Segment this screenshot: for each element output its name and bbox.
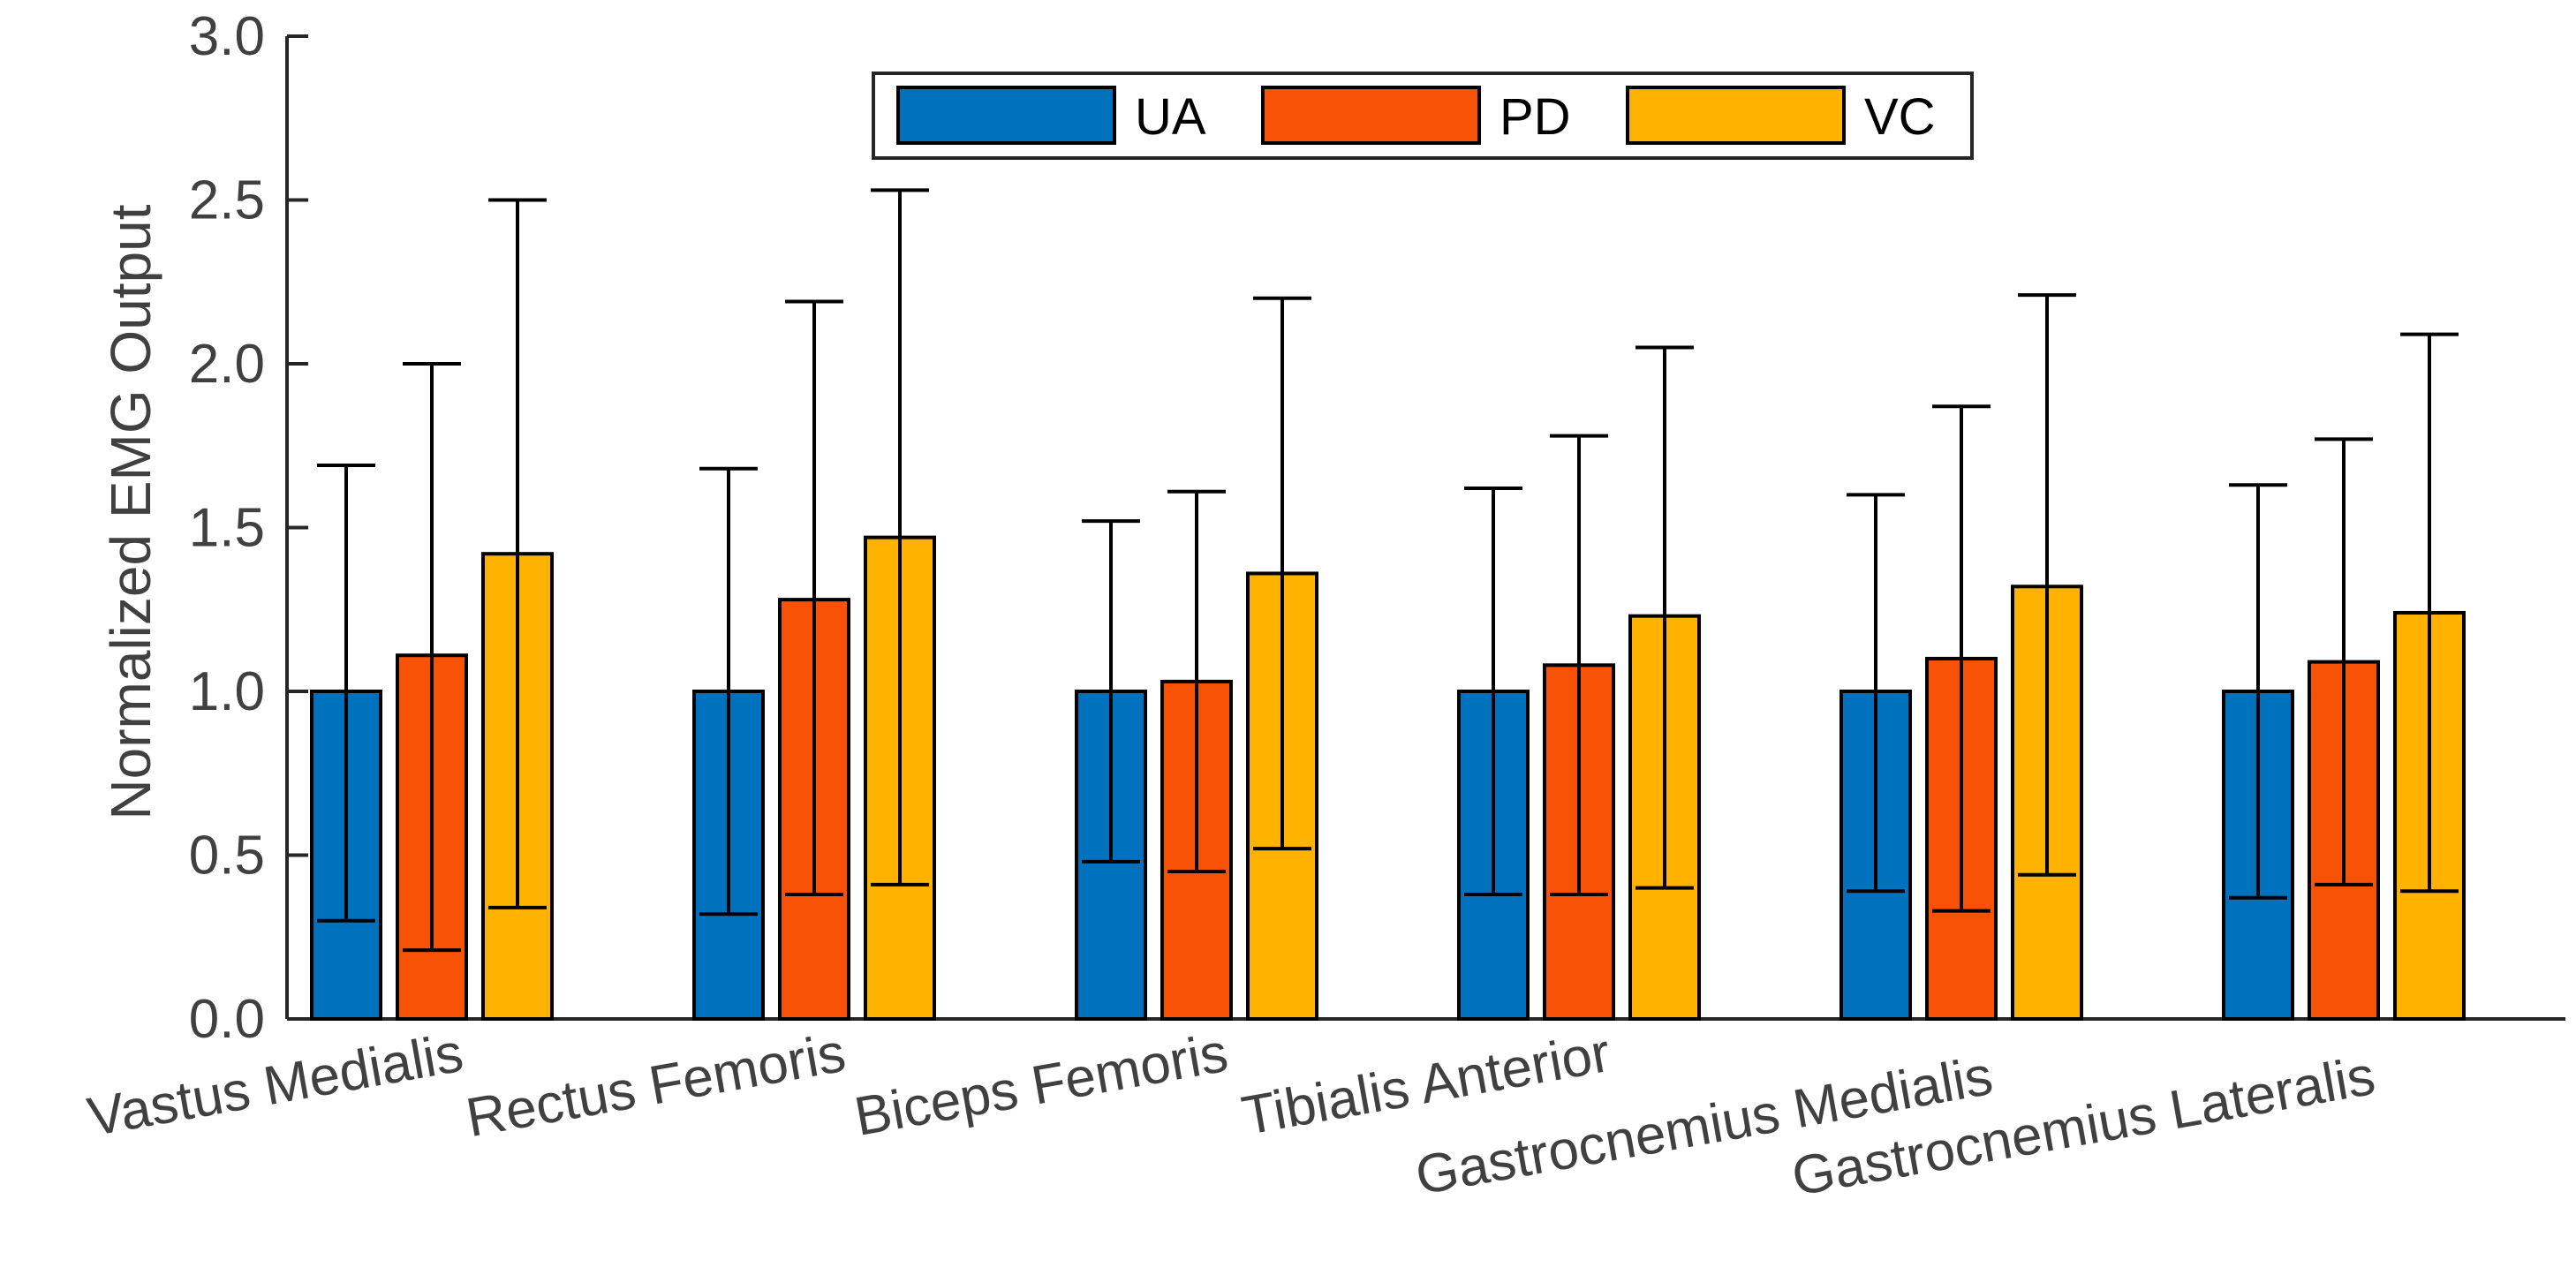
legend-swatch-ua (896, 86, 1116, 145)
bars (310, 535, 2466, 1022)
y-tick-label: 3.0 (189, 6, 265, 67)
y-axis: 0.0 0.5 1.0 1.5 2.0 2.5 3.0 (189, 6, 308, 1050)
legend-label-ua: UA (1135, 88, 1206, 146)
y-tick-label: 1.5 (189, 498, 265, 559)
x-category-label: Biceps Femoris (850, 1022, 1233, 1148)
y-tick-label: 2.0 (189, 334, 265, 395)
x-category-label: Rectus Femoris (462, 1022, 850, 1149)
legend-swatch-pd (1261, 86, 1481, 145)
y-tick-label: 1.0 (189, 661, 265, 722)
y-tick-label: 0.5 (189, 826, 265, 886)
y-tick-label: 2.5 (189, 170, 265, 231)
y-axis-title: Normalized EMG Output (99, 204, 162, 819)
legend-label-pd: PD (1500, 88, 1571, 146)
error-bars (317, 188, 2459, 953)
legend-label-vc: VC (1864, 88, 1936, 146)
legend: UA PD VC (872, 72, 1974, 160)
x-category-label: Vastus Medialis (83, 1022, 467, 1149)
y-tick-label: 0.0 (189, 989, 265, 1050)
legend-swatch-vc (1626, 86, 1846, 145)
